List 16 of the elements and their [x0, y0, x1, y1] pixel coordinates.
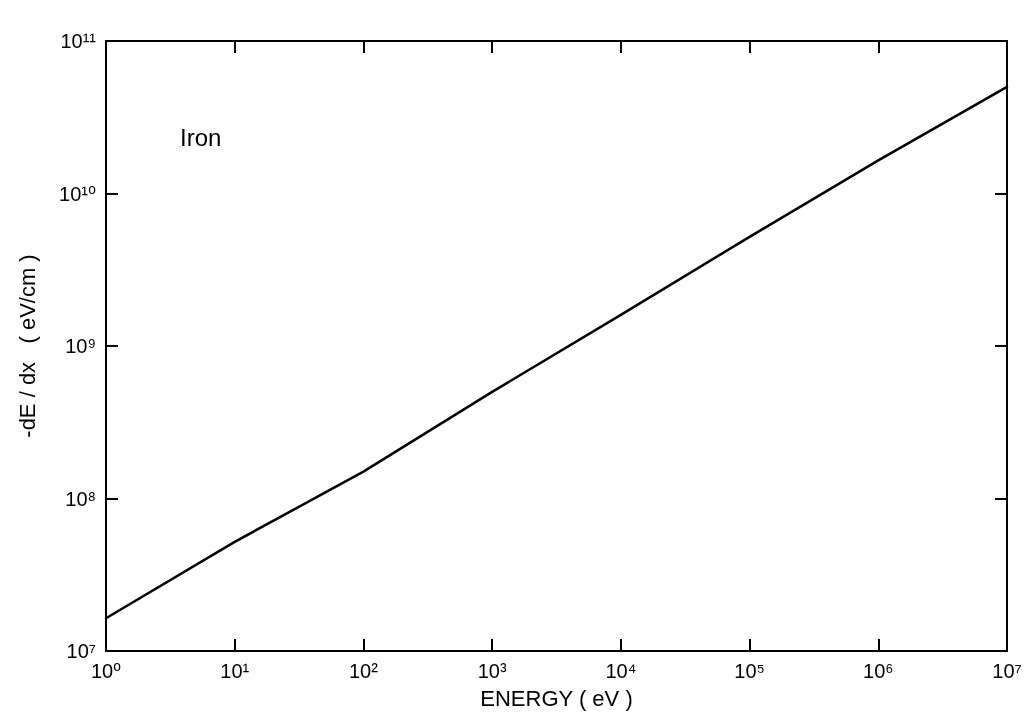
annotation: Iron: [180, 123, 222, 151]
y-axis-title: -dE / dx ( eV/cm ): [14, 254, 40, 438]
y-tick-label: 10¹¹: [60, 30, 97, 52]
x-tick-label: 10⁷: [992, 660, 1022, 682]
x-tick-label: 10³: [477, 660, 507, 682]
y-tick-label: 10⁷: [66, 640, 96, 662]
y-tick-label: 10⁹: [65, 335, 96, 357]
x-tick-label: 10⁴: [605, 660, 637, 682]
y-tick-label: 10⁸: [65, 487, 96, 510]
y-tick-label: 10¹⁰: [59, 182, 96, 205]
x-tick-label: 10¹: [220, 660, 250, 682]
x-tick-label: 10⁵: [734, 660, 765, 682]
x-axis-title: ENERGY ( eV ): [480, 685, 633, 711]
x-tick-label: 10⁶: [863, 660, 894, 682]
x-tick-label: 10²: [348, 660, 379, 682]
x-tick-label: 10⁰: [90, 660, 122, 682]
